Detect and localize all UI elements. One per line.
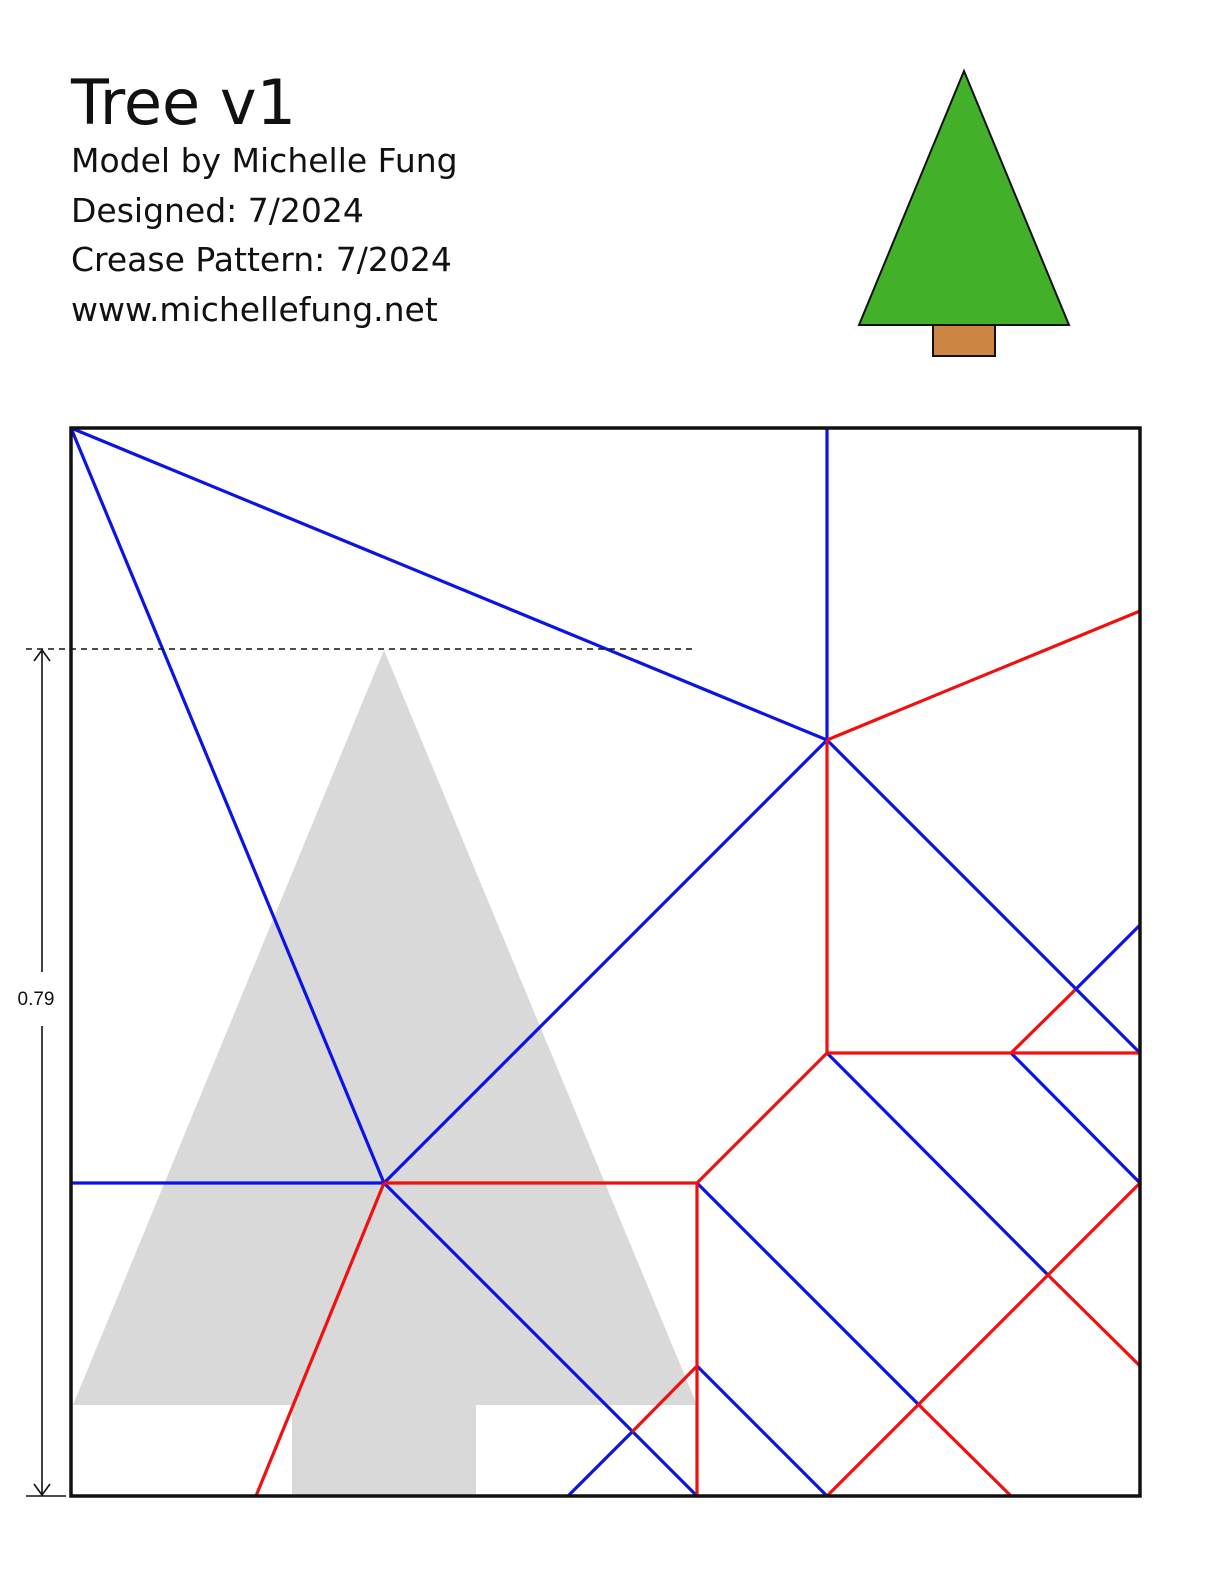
title: Tree v1 [70, 66, 296, 139]
dimension [26, 648, 697, 1497]
silhouette-crown [73, 650, 697, 1405]
paper-border [69, 426, 1142, 1498]
tree-crown [857, 68, 1071, 326]
valley-folds [69, 426, 1142, 1498]
mountain-folds [254, 609, 1142, 1498]
subtitle-line: Crease Pattern: 7/2024 [71, 240, 452, 279]
arrow-heads [33, 648, 51, 1497]
subtitle-line: Model by Michelle Fung [71, 141, 458, 180]
tree-trunk [932, 324, 996, 357]
tree-icon [857, 68, 1071, 357]
subtitle-line: Designed: 7/2024 [71, 191, 364, 230]
tree-silhouette [73, 650, 697, 1496]
dimension-label: 0.79 [18, 989, 55, 1010]
crease-lines [69, 426, 1142, 1498]
silhouette-trunk [292, 1405, 476, 1496]
subtitle-line: www.michellefung.net [71, 290, 438, 329]
